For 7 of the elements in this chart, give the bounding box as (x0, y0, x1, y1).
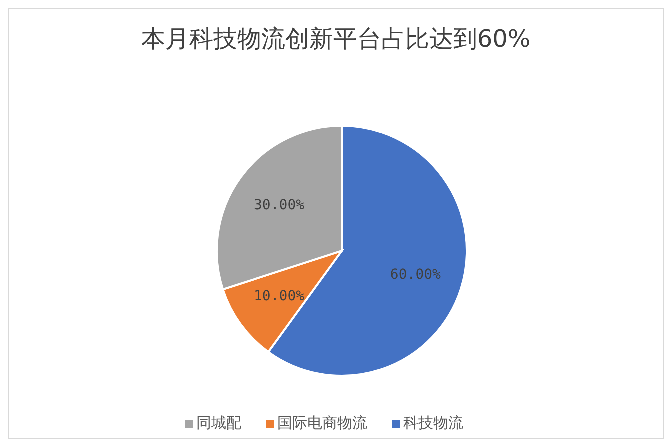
legend-label: 国际电商物流 (278, 414, 368, 432)
data-label: 10.00% (254, 288, 306, 305)
chart-title: 本月科技物流创新平台占比达到60% (140, 24, 532, 55)
legend-label: 同城配 (196, 414, 242, 432)
data-label: 30.00% (254, 197, 306, 214)
data-label: 60.00% (390, 266, 442, 283)
legend-label: 科技物流 (404, 414, 464, 432)
